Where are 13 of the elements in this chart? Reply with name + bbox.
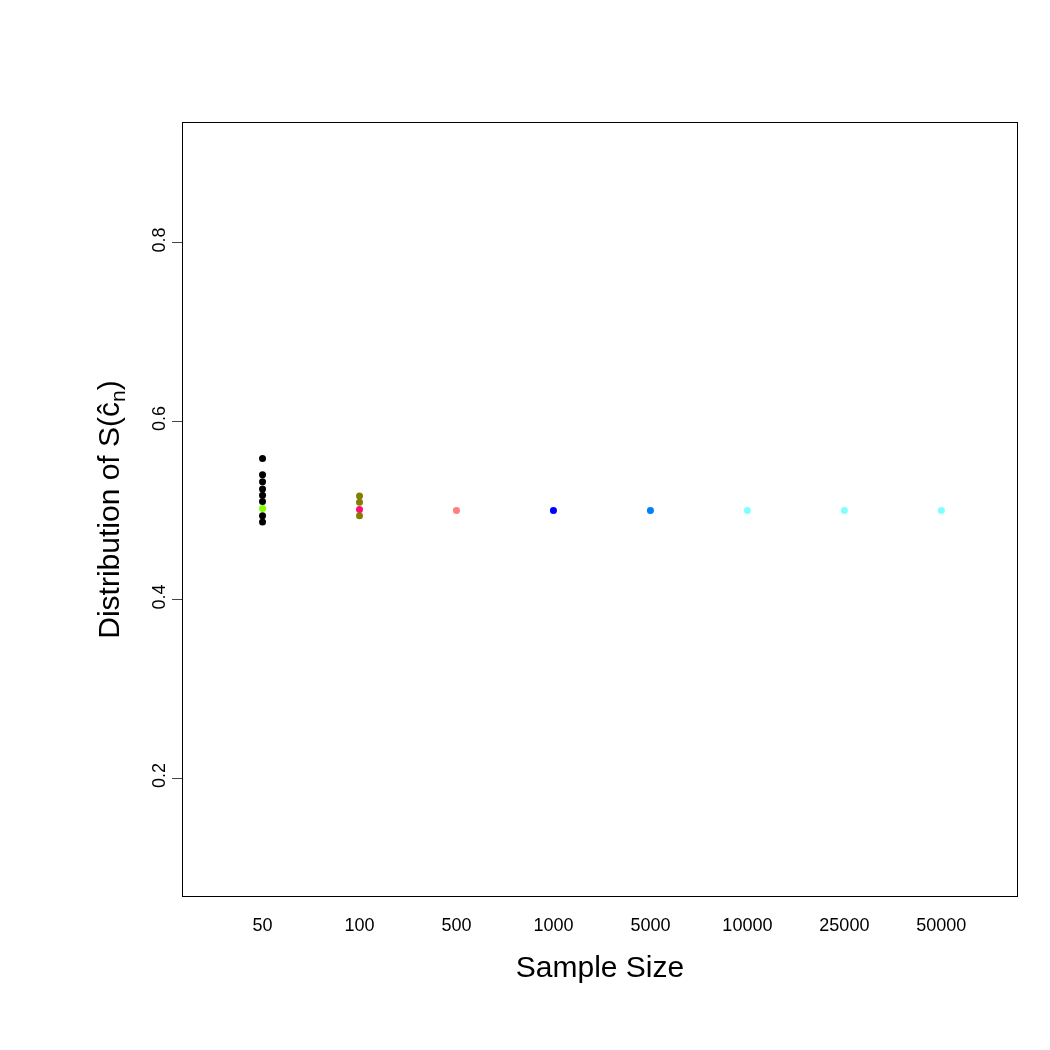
x-tick-label: 5000 — [630, 914, 671, 935]
y-tick-label: 0.2 — [148, 762, 169, 788]
x-tick-label: 50000 — [916, 914, 967, 935]
x-tick-label: 50 — [252, 914, 273, 935]
y-tick-label: 0.6 — [148, 405, 169, 431]
y-tick-label: 0.8 — [148, 227, 169, 253]
y-tick-label: 0.4 — [148, 584, 169, 610]
x-tick-label: 100 — [344, 914, 375, 935]
x-tick-label: 1000 — [533, 914, 574, 935]
x-tick-label: 500 — [441, 914, 472, 935]
x-axis-title: Sample Size — [515, 950, 685, 984]
x-tick-label: 10000 — [722, 914, 773, 935]
x-tick-label: 25000 — [819, 914, 870, 935]
